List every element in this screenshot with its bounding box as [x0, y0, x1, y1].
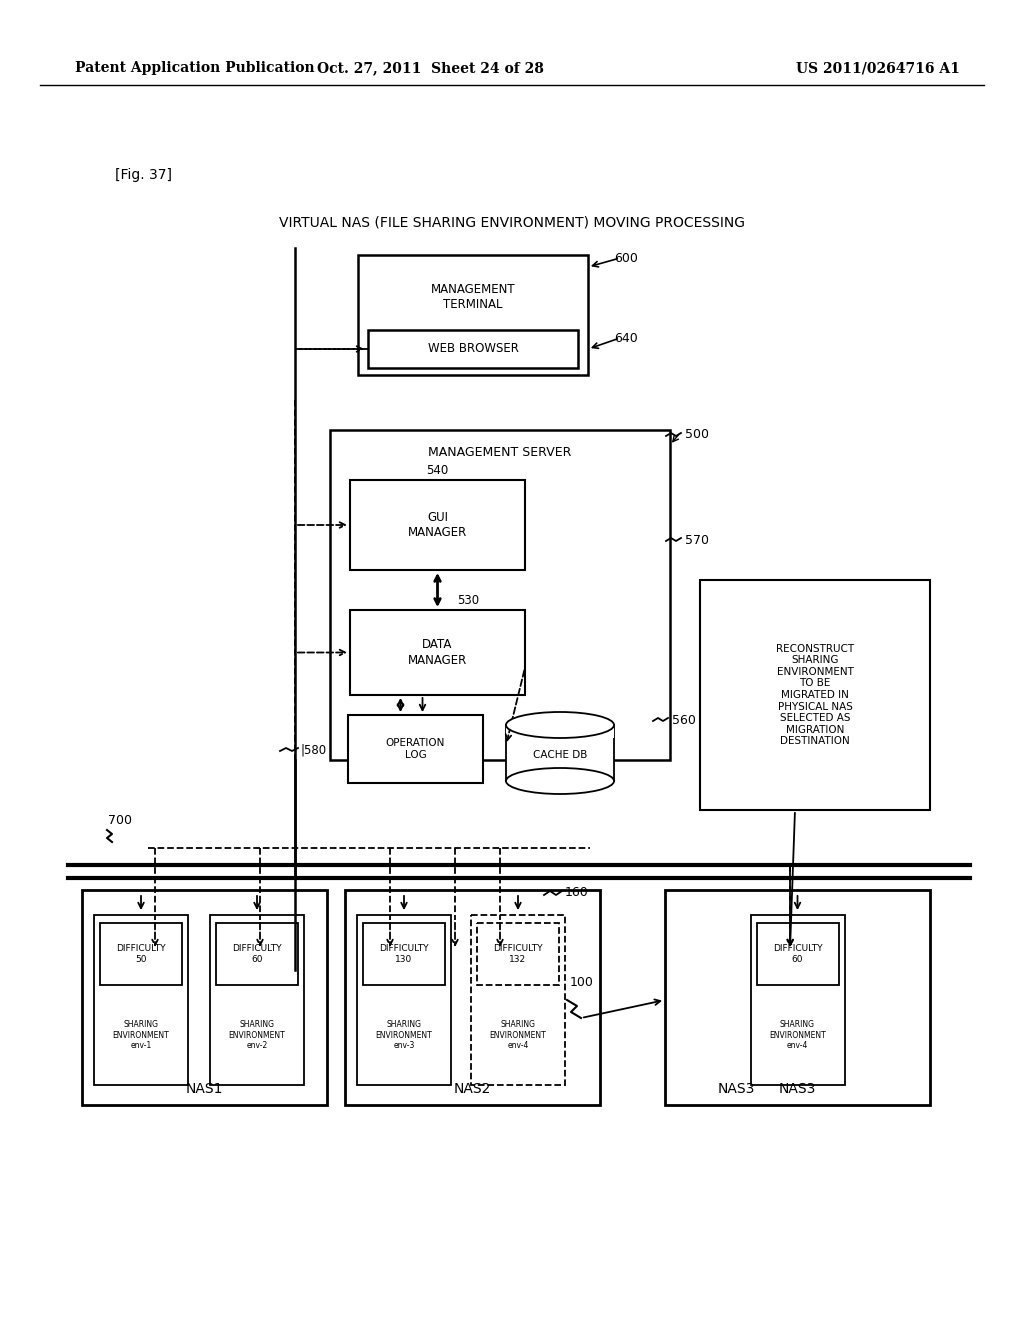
Bar [751, 915, 845, 1085]
Text: WEB BROWSER: WEB BROWSER [428, 342, 518, 355]
Text: DIFFICULTY
60: DIFFICULTY 60 [232, 944, 282, 964]
Bar [100, 923, 182, 985]
Text: 700: 700 [108, 813, 132, 826]
Text: 160: 160 [565, 887, 589, 899]
Text: NAS3: NAS3 [718, 1082, 756, 1096]
Bar [368, 330, 578, 368]
Text: 570: 570 [685, 533, 709, 546]
Bar [330, 430, 670, 760]
Text: 530: 530 [458, 594, 479, 606]
Bar [471, 915, 565, 1085]
Text: [Fig. 37]: [Fig. 37] [115, 168, 172, 182]
Bar [210, 915, 304, 1085]
Text: CACHE DB: CACHE DB [532, 750, 587, 760]
Text: DIFFICULTY
132: DIFFICULTY 132 [494, 944, 543, 964]
Bar [506, 725, 614, 738]
Text: 600: 600 [614, 252, 638, 264]
Bar [506, 725, 614, 781]
Text: 640: 640 [614, 331, 638, 345]
Bar [94, 915, 188, 1085]
Text: MANAGEMENT
TERMINAL: MANAGEMENT TERMINAL [431, 282, 515, 312]
Text: 540: 540 [426, 463, 449, 477]
Text: SHARING
ENVIRONMENT
env-3: SHARING ENVIRONMENT env-3 [376, 1020, 432, 1049]
Text: |580: |580 [300, 743, 326, 756]
Text: SHARING
ENVIRONMENT
env-4: SHARING ENVIRONMENT env-4 [489, 1020, 547, 1049]
Text: NAS1: NAS1 [185, 1082, 223, 1096]
Text: 560: 560 [672, 714, 696, 726]
Bar [362, 923, 445, 985]
Text: Patent Application Publication: Patent Application Publication [75, 61, 314, 75]
Bar [477, 923, 559, 985]
Text: VIRTUAL NAS (FILE SHARING ENVIRONMENT) MOVING PROCESSING: VIRTUAL NAS (FILE SHARING ENVIRONMENT) M… [279, 215, 745, 228]
Ellipse shape [506, 768, 614, 795]
Bar [216, 923, 298, 985]
Text: 500: 500 [685, 429, 709, 441]
Bar [358, 255, 588, 375]
Text: GUI
MANAGER: GUI MANAGER [408, 511, 467, 539]
Text: Oct. 27, 2011  Sheet 24 of 28: Oct. 27, 2011 Sheet 24 of 28 [316, 61, 544, 75]
Text: 100: 100 [570, 975, 594, 989]
Text: DATA
MANAGER: DATA MANAGER [408, 639, 467, 667]
Ellipse shape [506, 711, 614, 738]
Bar [357, 915, 451, 1085]
Bar [665, 890, 930, 1105]
Text: US 2011/0264716 A1: US 2011/0264716 A1 [796, 61, 961, 75]
Text: SHARING
ENVIRONMENT
env-1: SHARING ENVIRONMENT env-1 [113, 1020, 169, 1049]
Bar [757, 923, 839, 985]
Bar [345, 890, 600, 1105]
Bar [700, 579, 930, 810]
Text: MANAGEMENT SERVER: MANAGEMENT SERVER [428, 446, 571, 458]
Bar [82, 890, 327, 1105]
Text: DIFFICULTY
60: DIFFICULTY 60 [773, 944, 822, 964]
Bar [348, 715, 483, 783]
Text: NAS3: NAS3 [779, 1082, 816, 1096]
Text: SHARING
ENVIRONMENT
env-2: SHARING ENVIRONMENT env-2 [228, 1020, 286, 1049]
Text: OPERATION
LOG: OPERATION LOG [386, 738, 445, 760]
Text: DIFFICULTY
50: DIFFICULTY 50 [116, 944, 166, 964]
Text: RECONSTRUCT
SHARING
ENVIRONMENT
TO BE
MIGRATED IN
PHYSICAL NAS
SELECTED AS
MIGRA: RECONSTRUCT SHARING ENVIRONMENT TO BE MI… [776, 644, 854, 746]
Text: NAS2: NAS2 [454, 1082, 492, 1096]
Bar [350, 480, 525, 570]
Text: SHARING
ENVIRONMENT
env-4: SHARING ENVIRONMENT env-4 [769, 1020, 826, 1049]
Bar [350, 610, 525, 696]
Text: DIFFICULTY
130: DIFFICULTY 130 [379, 944, 429, 964]
